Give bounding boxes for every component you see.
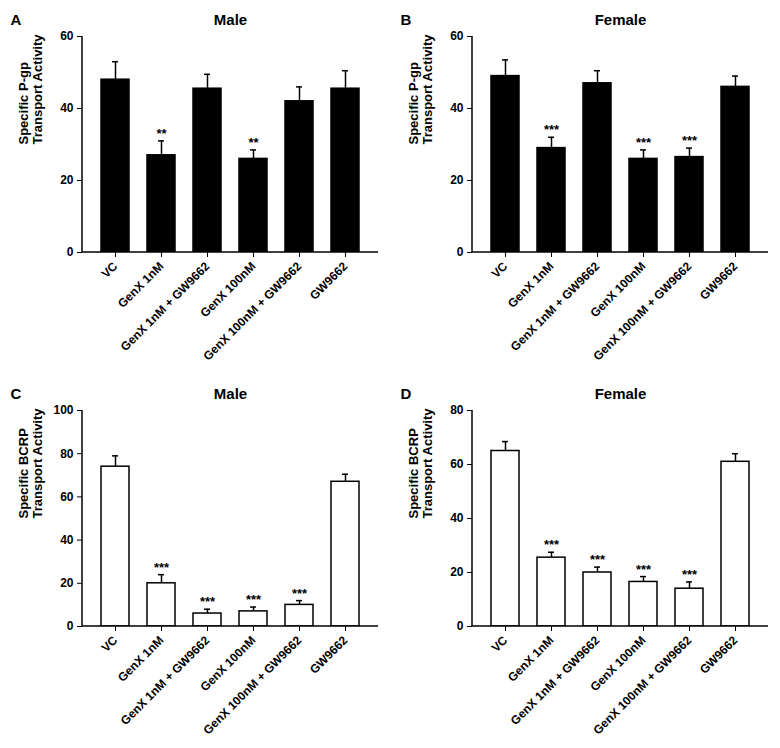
svg-text:Female: Female <box>595 11 647 28</box>
svg-text:***: *** <box>636 135 652 150</box>
svg-text:40: 40 <box>450 511 464 525</box>
svg-text:GW9662: GW9662 <box>697 633 741 677</box>
svg-text:60: 60 <box>60 29 74 43</box>
svg-text:VC: VC <box>489 259 511 281</box>
svg-text:VC: VC <box>99 259 121 281</box>
svg-text:80: 80 <box>450 403 464 417</box>
svg-text:***: *** <box>292 586 308 601</box>
svg-text:***: *** <box>636 562 652 577</box>
svg-text:GenX 1nM + GW9662: GenX 1nM + GW9662 <box>508 259 603 354</box>
svg-text:GenX 100nM + GW9662: GenX 100nM + GW9662 <box>200 259 304 363</box>
svg-text:***: *** <box>682 567 698 582</box>
svg-text:20: 20 <box>60 173 74 187</box>
svg-text:GenX 1nM + GW9662: GenX 1nM + GW9662 <box>118 259 213 354</box>
svg-text:Specific BCRPTransport Activit: Specific BCRPTransport Activity <box>406 408 435 519</box>
svg-text:Female: Female <box>595 385 647 402</box>
svg-text:40: 40 <box>60 533 74 547</box>
svg-text:60: 60 <box>450 29 464 43</box>
svg-text:0: 0 <box>457 245 464 259</box>
svg-text:**: ** <box>248 135 259 150</box>
svg-text:GenX 100nM + GW9662: GenX 100nM + GW9662 <box>200 633 304 737</box>
svg-text:GenX 100nM + GW9662: GenX 100nM + GW9662 <box>590 259 694 363</box>
svg-text:20: 20 <box>60 576 74 590</box>
svg-text:Specific P-gpTransport Activit: Specific P-gpTransport Activity <box>16 34 45 145</box>
svg-text:B: B <box>401 11 412 28</box>
svg-text:***: *** <box>682 133 698 148</box>
svg-text:Male: Male <box>214 385 247 402</box>
svg-text:GenX 1nM + GW9662: GenX 1nM + GW9662 <box>508 633 603 728</box>
svg-text:D: D <box>401 385 412 402</box>
svg-text:100: 100 <box>53 403 73 417</box>
svg-text:80: 80 <box>60 447 74 461</box>
svg-text:Specific BCRPTransport Activit: Specific BCRPTransport Activity <box>16 408 45 519</box>
svg-text:20: 20 <box>450 565 464 579</box>
svg-text:***: *** <box>200 594 216 609</box>
svg-text:60: 60 <box>60 490 74 504</box>
svg-text:VC: VC <box>489 633 511 655</box>
svg-text:GenX 100nM + GW9662: GenX 100nM + GW9662 <box>590 633 694 737</box>
svg-text:Specific P-gpTransport Activit: Specific P-gpTransport Activity <box>406 34 435 145</box>
svg-text:40: 40 <box>60 101 74 115</box>
svg-text:0: 0 <box>67 245 74 259</box>
svg-text:GW9662: GW9662 <box>697 259 741 303</box>
svg-text:40: 40 <box>450 101 464 115</box>
svg-text:A: A <box>11 11 22 28</box>
svg-text:***: *** <box>544 122 560 137</box>
svg-text:20: 20 <box>450 173 464 187</box>
svg-text:60: 60 <box>450 457 464 471</box>
svg-text:**: ** <box>156 126 167 141</box>
svg-text:***: *** <box>154 560 170 575</box>
svg-text:GW9662: GW9662 <box>307 259 351 303</box>
svg-text:GenX 1nM + GW9662: GenX 1nM + GW9662 <box>118 633 213 728</box>
svg-text:***: *** <box>246 592 262 607</box>
svg-text:0: 0 <box>67 619 74 633</box>
svg-text:***: *** <box>590 552 606 567</box>
svg-text:0: 0 <box>457 619 464 633</box>
svg-text:VC: VC <box>99 633 121 655</box>
svg-text:GW9662: GW9662 <box>307 633 351 677</box>
svg-text:***: *** <box>544 537 560 552</box>
svg-text:Male: Male <box>214 11 247 28</box>
svg-text:C: C <box>11 385 22 402</box>
